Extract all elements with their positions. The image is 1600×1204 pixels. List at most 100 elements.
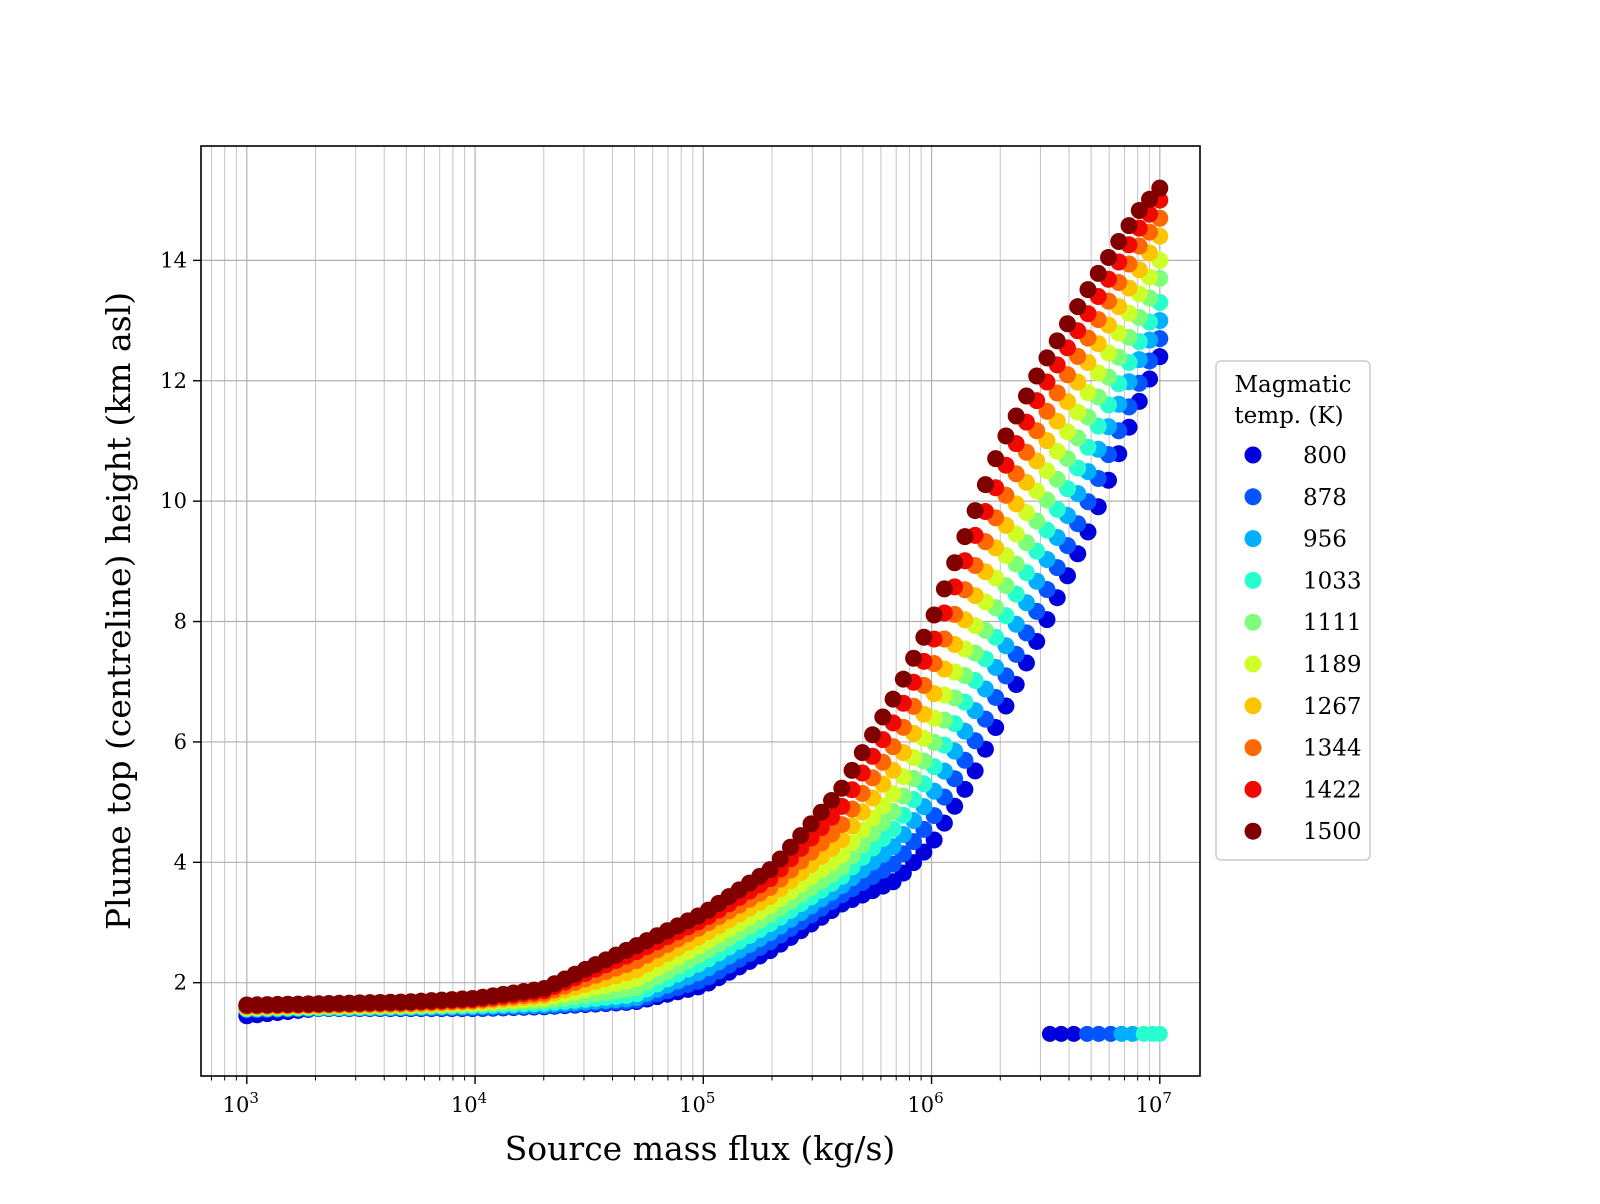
legend-marker xyxy=(1244,613,1262,631)
legend-label: 1267 xyxy=(1303,694,1362,720)
legend-marker xyxy=(1244,488,1262,506)
data-point xyxy=(925,606,943,624)
data-point xyxy=(925,831,943,849)
data-point xyxy=(1048,332,1066,350)
legend-title-line-1: Magmatic xyxy=(1235,372,1352,398)
scatter-points xyxy=(238,179,1169,1042)
x-tick-label: 104 xyxy=(451,1089,487,1117)
legend: Magmatic temp. (K) 800 878 956 1033 1111 1189… xyxy=(1215,360,1371,861)
data-point xyxy=(1089,364,1107,382)
y-tick-label: 4 xyxy=(174,850,187,874)
legend-marker xyxy=(1244,446,1262,464)
legend-label: 1111 xyxy=(1303,610,1362,636)
data-point xyxy=(1141,190,1159,208)
legend-entry-1033: 1033 xyxy=(1244,568,1362,594)
legend-entry-1500: 1500 xyxy=(1244,819,1362,845)
data-point xyxy=(956,528,974,546)
data-point xyxy=(802,815,820,833)
y-tick-label: 10 xyxy=(160,489,187,513)
y-tick-label: 2 xyxy=(174,971,187,995)
legend-marker xyxy=(1244,655,1262,673)
data-point xyxy=(915,628,933,646)
legend-label: 1033 xyxy=(1303,568,1362,594)
data-point xyxy=(1079,384,1097,402)
data-point xyxy=(1079,281,1097,299)
data-point xyxy=(894,670,912,688)
data-point xyxy=(1069,403,1087,421)
legend-entry-1189: 1189 xyxy=(1244,652,1362,678)
data-point xyxy=(915,843,933,861)
legend-label: 1422 xyxy=(1303,777,1362,803)
data-point xyxy=(761,861,779,879)
legend-title-line-2: temp. (K) xyxy=(1234,403,1343,429)
legend-frame xyxy=(1215,360,1371,861)
data-point xyxy=(1048,384,1066,402)
plot-frame xyxy=(200,145,1201,1077)
x-tick-label: 105 xyxy=(679,1089,715,1117)
legend-entry-800: 800 xyxy=(1244,443,1347,469)
y-tick-label: 8 xyxy=(174,610,187,634)
data-point xyxy=(884,690,902,708)
outlier-point xyxy=(1151,1025,1168,1042)
outlier-point xyxy=(1124,1025,1141,1042)
data-point xyxy=(1007,407,1025,425)
legend-label: 878 xyxy=(1303,485,1347,511)
data-point xyxy=(1038,349,1056,367)
legend-marker xyxy=(1244,739,1262,757)
data-point xyxy=(1048,442,1066,460)
data-point xyxy=(853,744,871,762)
outlier-point xyxy=(1090,1025,1107,1042)
legend-marker xyxy=(1244,530,1262,548)
x-tick-label: 107 xyxy=(1136,1089,1172,1117)
legend-label: 956 xyxy=(1303,527,1347,553)
data-point xyxy=(823,792,841,810)
data-point xyxy=(905,649,923,667)
data-point xyxy=(833,779,851,797)
data-point xyxy=(976,476,994,494)
data-point xyxy=(1058,423,1076,441)
data-point xyxy=(966,502,984,520)
legend-entries: 800 878 956 1033 1111 1189 1267 1344 1422 1500 xyxy=(1244,443,1362,845)
data-point xyxy=(1069,298,1087,316)
legend-entry-878: 878 xyxy=(1244,485,1347,511)
data-point xyxy=(1120,217,1138,235)
data-point xyxy=(1089,264,1107,282)
legend-entry-1422: 1422 xyxy=(1244,777,1362,803)
x-tick-label: 106 xyxy=(907,1089,943,1117)
data-point xyxy=(874,708,892,726)
legend-marker xyxy=(1244,571,1262,589)
legend-marker xyxy=(1244,780,1262,798)
data-point xyxy=(792,827,810,845)
axis-ticks: 103 104 105 106 107 2 4 6 8 10 12 14 xyxy=(160,248,1172,1117)
data-point xyxy=(946,554,964,572)
data-point xyxy=(864,726,882,744)
data-point xyxy=(782,838,800,856)
y-tick-label: 14 xyxy=(160,248,187,272)
data-point xyxy=(771,850,789,868)
data-point xyxy=(1110,233,1128,251)
legend-label: 800 xyxy=(1303,443,1347,469)
outlier-points xyxy=(1041,1025,1168,1042)
data-point xyxy=(1058,315,1076,333)
legend-marker xyxy=(1244,822,1262,840)
data-point xyxy=(935,580,953,598)
series-1500 xyxy=(238,179,1169,1014)
data-point xyxy=(966,762,984,780)
data-point xyxy=(956,780,974,798)
data-point xyxy=(1017,387,1035,405)
legend-marker xyxy=(1244,697,1262,715)
y-axis-label: Plume top (centreline) height (km asl) xyxy=(99,292,138,930)
outlier-point xyxy=(1065,1025,1082,1042)
data-point xyxy=(1028,367,1046,385)
data-point xyxy=(1151,179,1169,197)
data-point xyxy=(997,427,1015,445)
y-tick-label: 6 xyxy=(174,730,187,754)
legend-label: 1500 xyxy=(1303,819,1362,845)
outlier-point xyxy=(1041,1025,1058,1042)
legend-label: 1344 xyxy=(1303,736,1362,762)
legend-entry-1267: 1267 xyxy=(1244,694,1362,720)
outlier-point xyxy=(1113,1025,1130,1042)
legend-label: 1189 xyxy=(1303,652,1362,678)
